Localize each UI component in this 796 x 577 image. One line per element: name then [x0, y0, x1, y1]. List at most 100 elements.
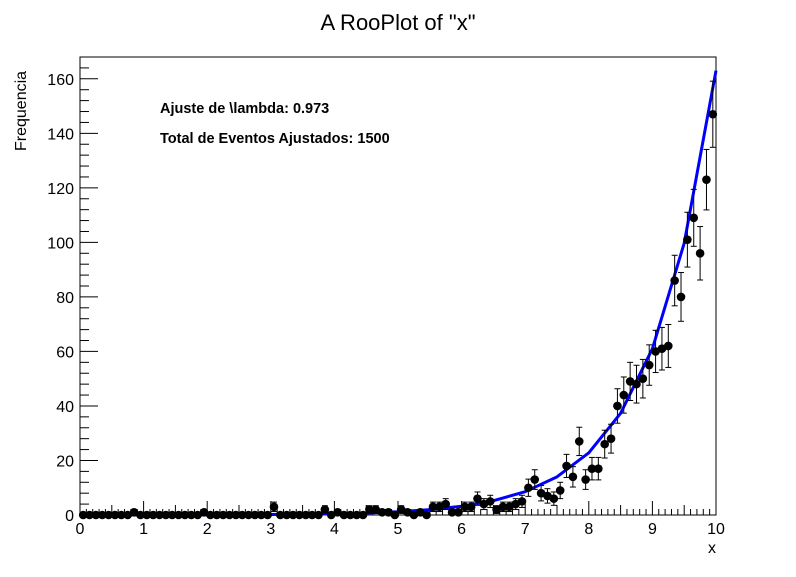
data-point [702, 148, 711, 211]
y-tick-label: 0 [65, 508, 74, 525]
data-marker [110, 510, 120, 520]
data-marker [619, 390, 629, 400]
data-point [377, 507, 387, 517]
data-point [695, 226, 705, 281]
data-point [498, 501, 508, 513]
data-point [422, 510, 431, 520]
data-marker [263, 510, 272, 520]
data-point [600, 429, 609, 459]
data-point [530, 469, 540, 490]
data-marker [91, 510, 101, 520]
data-marker [314, 510, 323, 520]
data-marker [161, 510, 171, 520]
data-marker [276, 510, 285, 520]
data-marker [702, 175, 711, 184]
plot-area-border [79, 56, 717, 516]
total-events-label: Total de Eventos Ajustados: 1500 [160, 131, 390, 147]
data-marker [524, 483, 533, 493]
data-marker [231, 510, 241, 520]
data-point [689, 188, 699, 247]
data-marker [441, 499, 451, 509]
data-marker [549, 494, 559, 503]
data-marker [485, 497, 495, 506]
data-marker [365, 505, 374, 514]
data-marker [498, 502, 508, 512]
data-point [549, 491, 559, 506]
data-marker [568, 472, 578, 482]
data-point [632, 364, 641, 404]
data-point [670, 254, 679, 307]
data-marker [174, 510, 183, 520]
data-marker [155, 510, 164, 520]
data-point [129, 507, 139, 517]
x-tick-label: 10 [707, 521, 725, 538]
data-marker [562, 461, 571, 471]
data-marker [339, 510, 349, 520]
y-axis: 0 20 40 60 80 100 120 140 160 [47, 56, 98, 525]
data-point [485, 494, 495, 508]
data-marker [613, 401, 622, 411]
data-point [524, 478, 533, 497]
data-marker [689, 213, 699, 223]
data-marker [377, 507, 387, 517]
x-tick-label: 0 [76, 521, 85, 538]
data-marker [587, 464, 597, 473]
data-marker [136, 510, 145, 520]
data-marker [676, 292, 686, 302]
data-point [358, 510, 368, 520]
data-point [676, 272, 686, 322]
data-marker [97, 510, 107, 520]
data-marker [517, 497, 527, 506]
data-point [574, 426, 584, 457]
data-point [390, 510, 400, 520]
x-axis-title: x [708, 540, 716, 557]
x-tick-label: 2 [203, 521, 212, 538]
x-tick-label: 1 [139, 521, 148, 538]
data-marker [320, 505, 330, 514]
x-tick-label: 7 [521, 521, 530, 538]
data-marker [244, 510, 253, 520]
data-marker [148, 510, 158, 520]
data-point [644, 344, 654, 386]
data-marker [142, 510, 152, 520]
x-tick-label: 3 [266, 521, 275, 538]
data-marker [454, 507, 463, 517]
y-tick-label: 80 [56, 290, 74, 307]
y-tick-label: 20 [56, 453, 74, 470]
data-marker [250, 510, 260, 520]
y-tick-label: 100 [47, 235, 74, 252]
data-point [454, 507, 463, 517]
x-tick-label: 9 [648, 521, 657, 538]
data-marker [581, 475, 590, 484]
y-tick-label: 60 [56, 344, 74, 361]
data-marker [167, 510, 177, 520]
data-marker [606, 434, 616, 443]
chart-title: A RooPlot of "x" [320, 10, 475, 35]
data-marker [187, 510, 196, 520]
data-marker [237, 510, 247, 520]
x-tick-label: 6 [457, 521, 466, 538]
data-point [657, 326, 667, 371]
data-marker [301, 510, 311, 520]
data-marker [664, 341, 673, 351]
data-marker [638, 374, 648, 383]
data-point [638, 358, 648, 399]
data-marker [594, 464, 603, 473]
y-tick-label: 120 [47, 181, 74, 198]
data-marker [670, 276, 679, 285]
data-marker [708, 109, 718, 119]
data-point [568, 466, 578, 488]
data-marker [78, 510, 88, 520]
data-marker [180, 510, 190, 520]
data-marker [422, 510, 431, 520]
data-marker [390, 510, 400, 520]
data-point [562, 453, 571, 478]
y-axis-title: Frequencia [13, 71, 30, 151]
lambda-fit-label: Ajuste de \lambda: 0.973 [160, 101, 329, 117]
data-marker [104, 510, 113, 520]
data-point [606, 423, 616, 454]
data-marker [282, 510, 292, 520]
data-marker [212, 510, 222, 520]
data-point [517, 494, 527, 508]
